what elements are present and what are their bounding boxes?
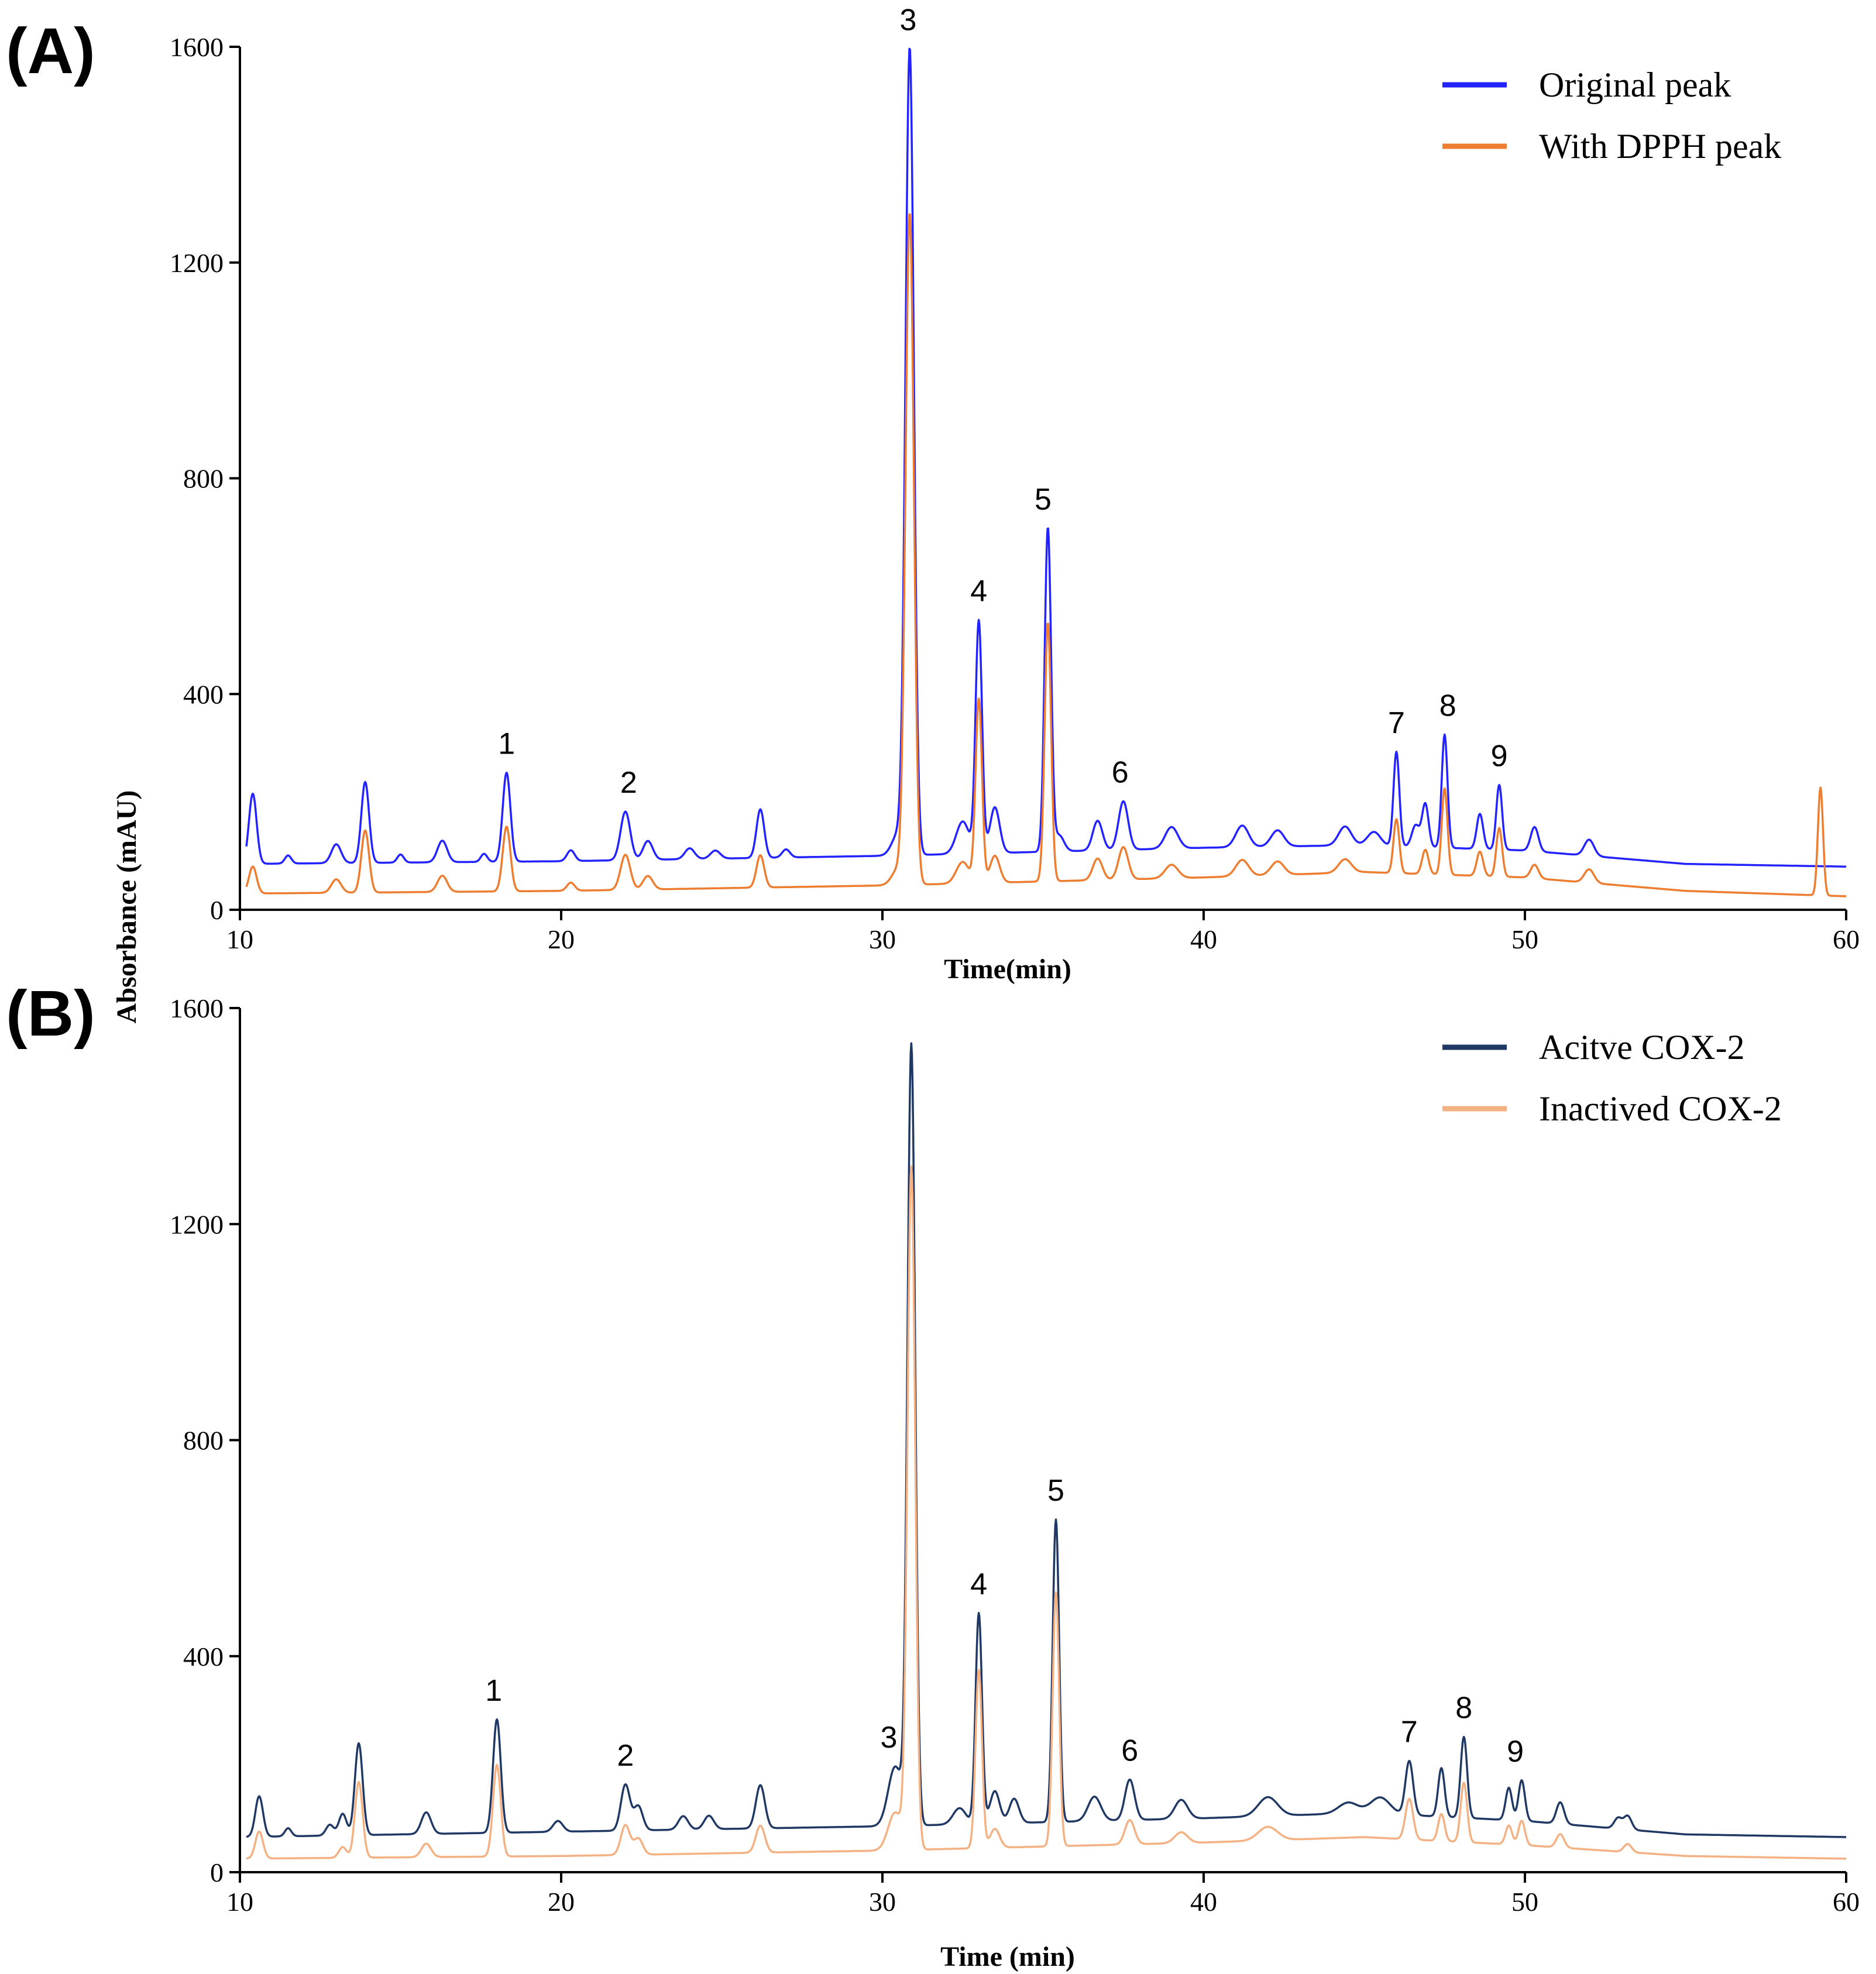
y-tick-label: 400 [183, 1642, 224, 1672]
series-line-2 [246, 1165, 1847, 1860]
peak-label: 2 [617, 1739, 634, 1773]
y-tick-label: 0 [210, 1858, 224, 1887]
x-tick-label: 30 [869, 1887, 896, 1917]
y-tick-label: 1200 [170, 248, 224, 278]
peak-label: 6 [1121, 1734, 1138, 1768]
x-tick-label: 10 [226, 1887, 253, 1917]
legend-label: Inactived COX-2 [1539, 1089, 1782, 1128]
legend-label: Original peak [1539, 66, 1731, 104]
peak-label: 1 [498, 727, 515, 761]
panel-b-label: (B) [6, 978, 95, 1050]
x-tick-label: 10 [226, 924, 253, 954]
panel-b-x-axis-title: Time (min) [940, 1941, 1075, 1972]
series-line-1 [245, 47, 1847, 868]
peak-label: 7 [1388, 706, 1405, 740]
legend-label: Acitve COX-2 [1539, 1028, 1745, 1067]
peak-label: 1 [485, 1674, 502, 1708]
y-tick-label: 1600 [170, 32, 224, 62]
panel-a-x-axis-title: Time(min) [944, 954, 1071, 985]
y-tick-label: 0 [210, 895, 224, 925]
series-line-2 [245, 213, 1847, 897]
peak-label: 4 [970, 575, 987, 608]
peak-label: 9 [1507, 1735, 1524, 1769]
y-tick-label: 800 [183, 1426, 224, 1456]
peak-label: 7 [1401, 1715, 1418, 1749]
peak-label: 6 [1112, 755, 1129, 789]
x-tick-label: 20 [548, 924, 575, 954]
panel-b: (B) Time (min) 0 400 800 1200 1600 10 20 30 40 50… [6, 978, 1860, 1972]
x-tick-label: 60 [1833, 924, 1860, 954]
y-tick-label: 800 [183, 464, 224, 494]
y-tick-label: 400 [183, 679, 224, 709]
x-tick-label: 50 [1511, 924, 1538, 954]
panel-a: (A) Time(min) 0 400 800 1200 1600 10 20 30 40 50 6… [6, 3, 1860, 985]
x-tick-label: 50 [1511, 1887, 1538, 1917]
peak-label: 3 [899, 3, 916, 37]
y-tick-label: 1200 [170, 1209, 224, 1239]
x-tick-label: 40 [1190, 1887, 1217, 1917]
peak-label: 4 [970, 1567, 987, 1601]
peak-label: 3 [881, 1721, 898, 1755]
peak-label: 5 [1035, 483, 1052, 517]
legend-label: With DPPH peak [1539, 127, 1781, 166]
y-tick-label: 1600 [170, 993, 224, 1023]
panel-a-label: (A) [6, 15, 95, 87]
x-tick-label: 30 [869, 924, 896, 954]
peak-label: 8 [1455, 1691, 1472, 1725]
series-line-1 [246, 1042, 1847, 1838]
peak-label: 9 [1491, 739, 1508, 773]
x-tick-label: 40 [1190, 924, 1217, 954]
peak-label: 5 [1047, 1474, 1064, 1508]
peak-label: 8 [1439, 689, 1456, 723]
peak-label: 2 [620, 766, 637, 800]
y-axis-title: Absorbance (mAU) [111, 790, 142, 1024]
x-tick-label: 20 [548, 1887, 575, 1917]
x-tick-label: 60 [1833, 1887, 1860, 1917]
